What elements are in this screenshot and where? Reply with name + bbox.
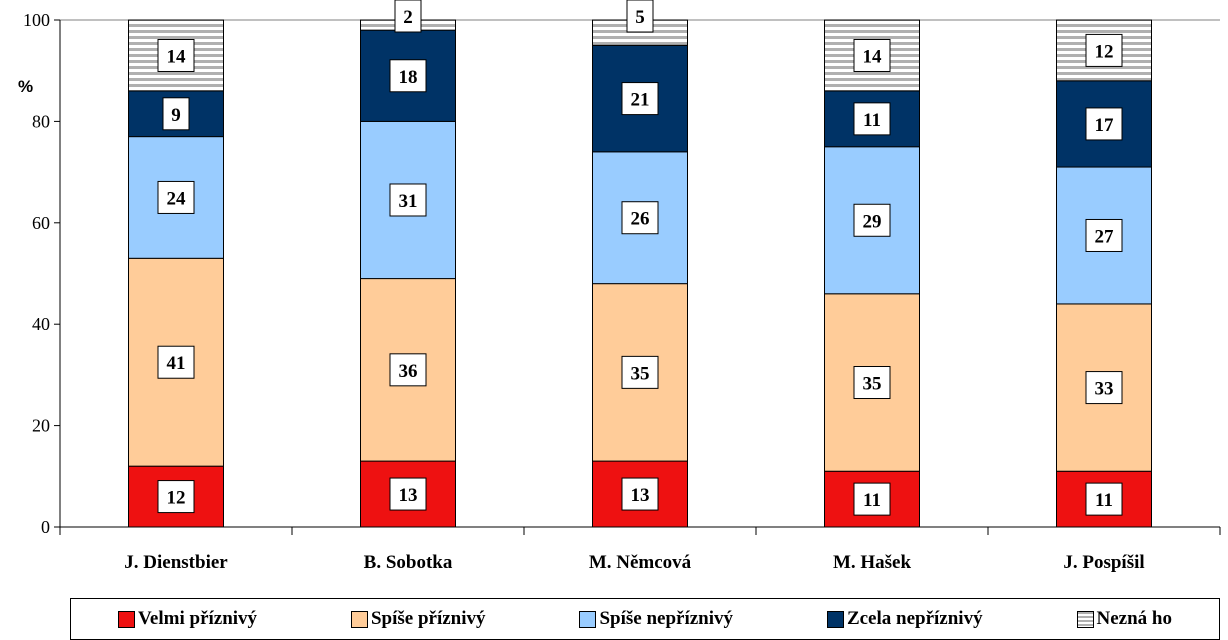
data-label-box	[621, 355, 659, 389]
data-label-box	[389, 183, 427, 217]
y-tick-label: 0	[41, 517, 50, 537]
stacked-bar-chart: 0 20 40 60 80 100% 12 41 24 9 14 J. Dienstbier 13 36 3…	[18, 0, 1221, 573]
data-label: 41	[167, 353, 186, 374]
legend-item: Nezná ho	[1076, 608, 1172, 630]
data-label-box	[389, 59, 427, 93]
y-tick-label: 80	[32, 111, 50, 131]
data-label: 11	[1095, 490, 1113, 511]
axes-layer	[54, 19, 1221, 535]
data-label: 12	[167, 488, 186, 509]
data-label-box	[853, 38, 891, 72]
data-label: 11	[863, 110, 881, 131]
data-label-box	[621, 477, 659, 511]
data-label: 26	[631, 209, 650, 230]
data-label-box	[389, 353, 427, 387]
data-label: 31	[399, 191, 418, 212]
data-label-box	[162, 97, 190, 131]
data-label-box	[853, 203, 891, 237]
data-label: 11	[863, 490, 881, 511]
data-label-box	[389, 477, 427, 511]
data-label: 14	[863, 46, 883, 67]
legend-label: Zcela nepříznivý	[846, 608, 983, 629]
data-label-box	[394, 0, 422, 33]
y-tick-label: 100	[23, 10, 50, 30]
data-label-box	[853, 366, 891, 400]
data-label: 29	[863, 211, 882, 232]
category-label: M. Hašek	[833, 552, 912, 573]
legend-label: Spíše nepříznivý	[599, 608, 734, 629]
legend: Velmi příznivý Spíše příznivý Spíše nepříz…	[70, 598, 1220, 640]
data-label-box	[157, 38, 195, 72]
legend-item: Zcela nepříznivý	[826, 608, 983, 630]
legend-swatch	[350, 610, 368, 628]
data-label-box	[853, 482, 891, 516]
y-tick-label: 40	[32, 314, 50, 334]
legend-item: Velmi příznivý	[117, 608, 258, 630]
data-label: 33	[1095, 379, 1114, 400]
labels-layer: 0 20 40 60 80 100% 12 41 24 9 14 J. Dienstbier 13 36 3…	[18, 0, 1145, 573]
data-label: 12	[1095, 41, 1114, 62]
data-label-box	[621, 82, 659, 116]
category-label: M. Němcová	[589, 552, 692, 573]
data-label: 24	[167, 188, 187, 209]
data-label: 35	[863, 374, 882, 395]
legend-label: Nezná ho	[1096, 608, 1172, 629]
data-label: 35	[631, 363, 650, 384]
legend-item: Spíše příznivý	[350, 608, 486, 630]
data-label-box	[1085, 33, 1123, 67]
legend-label: Velmi příznivý	[137, 608, 258, 629]
data-label: 13	[631, 485, 650, 506]
legend-swatch	[1076, 610, 1094, 628]
data-label: 5	[635, 7, 645, 28]
y-axis-unit-label: %	[18, 77, 33, 96]
data-label-box	[157, 180, 195, 214]
data-label: 18	[399, 67, 418, 88]
y-tick-label: 60	[32, 213, 50, 233]
y-tick-label: 20	[32, 416, 50, 436]
data-label-box	[1085, 218, 1123, 252]
category-label: J. Dienstbier	[124, 552, 228, 573]
data-label-box	[621, 201, 659, 235]
data-label-box	[1085, 371, 1123, 405]
data-label: 2	[403, 7, 413, 28]
data-label: 21	[631, 90, 650, 111]
data-label: 36	[399, 361, 418, 382]
data-label: 27	[1095, 226, 1115, 247]
legend-swatch	[579, 610, 597, 628]
data-label-box	[626, 0, 654, 33]
category-label: B. Sobotka	[364, 552, 453, 573]
data-label-box	[157, 480, 195, 514]
legend-item: Spíše nepříznivý	[579, 608, 733, 630]
data-label: 9	[171, 105, 181, 126]
data-label: 14	[167, 46, 187, 67]
data-label-box	[157, 345, 195, 379]
legend-label: Spíše příznivý	[370, 608, 486, 629]
data-label: 17	[1095, 115, 1115, 136]
data-label-box	[1085, 107, 1123, 141]
data-label-box	[1085, 482, 1123, 516]
category-label: J. Pospíšil	[1063, 552, 1144, 573]
legend-swatch	[117, 610, 135, 628]
data-label: 13	[399, 485, 418, 506]
data-label-box	[853, 102, 891, 136]
legend-swatch	[826, 610, 844, 628]
